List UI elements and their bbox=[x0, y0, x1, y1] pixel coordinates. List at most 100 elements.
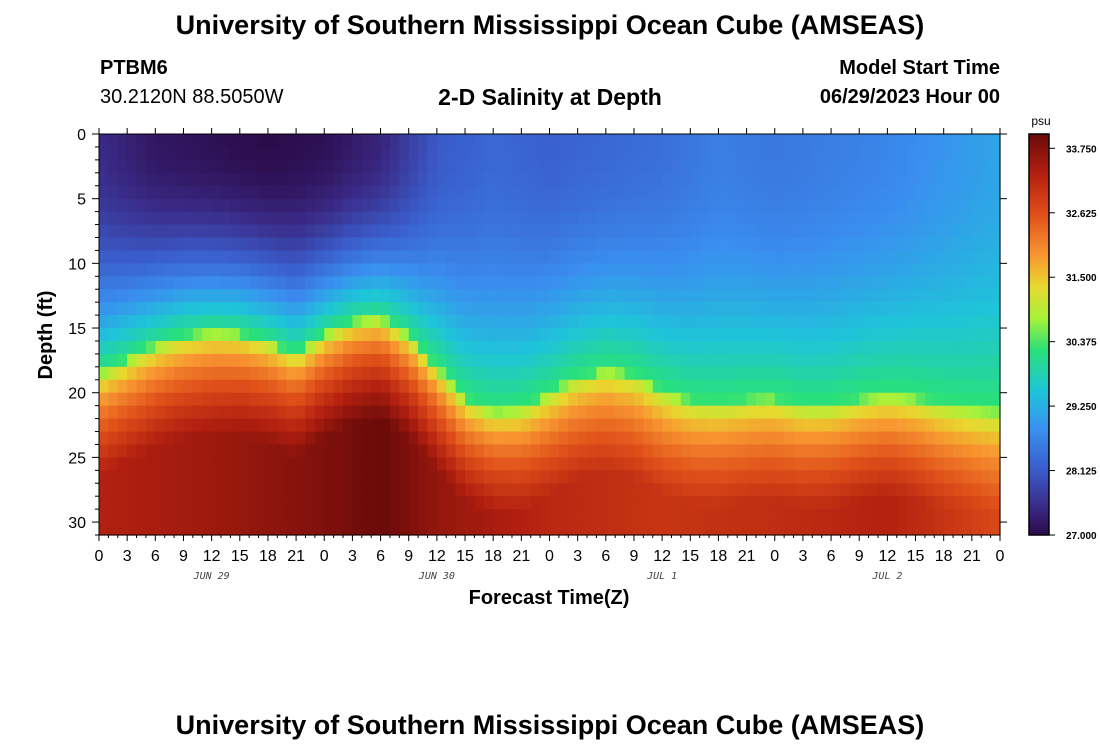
heatmap-cell bbox=[540, 366, 551, 381]
heatmap-cell bbox=[127, 431, 138, 446]
heatmap-cell bbox=[108, 431, 119, 446]
heatmap-cell bbox=[652, 444, 663, 458]
heatmap-cell bbox=[709, 146, 720, 161]
heatmap-cell bbox=[943, 366, 954, 381]
heatmap-cell bbox=[737, 237, 748, 252]
heatmap-cell bbox=[493, 431, 504, 446]
heatmap-cell bbox=[436, 276, 447, 290]
heatmap-cell bbox=[540, 392, 551, 407]
x-tick-label: 9 bbox=[179, 548, 188, 565]
heatmap-cell bbox=[868, 172, 879, 187]
heatmap-cell bbox=[784, 172, 795, 187]
heatmap-cell bbox=[877, 509, 888, 523]
heatmap-cell bbox=[521, 340, 532, 355]
colorbar: psu 27.00028.12529.25030.37531.50032.625… bbox=[1028, 114, 1097, 542]
x-tick-label: 9 bbox=[630, 548, 639, 565]
heatmap-cell bbox=[821, 276, 832, 290]
heatmap-cell bbox=[174, 366, 185, 381]
heatmap-cell bbox=[812, 509, 823, 523]
heatmap-cell bbox=[305, 172, 316, 187]
heatmap-cell bbox=[981, 522, 992, 536]
heatmap-cell bbox=[802, 134, 813, 148]
heatmap-cell bbox=[277, 509, 288, 523]
heatmap-cell bbox=[868, 431, 879, 446]
heatmap-cell bbox=[324, 211, 335, 226]
heatmap-cell bbox=[371, 237, 382, 252]
heatmap-cell bbox=[108, 392, 119, 407]
heatmap-cell bbox=[981, 392, 992, 407]
heatmap-cell bbox=[540, 198, 551, 213]
heatmap-cell bbox=[953, 185, 964, 200]
heatmap-cell bbox=[718, 263, 729, 277]
heatmap-cell bbox=[643, 315, 654, 329]
heatmap-cell bbox=[155, 431, 166, 446]
heatmap-cell bbox=[906, 315, 917, 329]
heatmap-cell bbox=[399, 211, 410, 226]
heatmap-cell bbox=[418, 457, 429, 471]
heatmap-cell bbox=[399, 431, 410, 446]
heatmap-cell bbox=[849, 250, 860, 264]
heatmap-cell bbox=[427, 134, 438, 148]
heatmap-cell bbox=[709, 418, 720, 433]
heatmap-cell bbox=[446, 509, 457, 523]
heatmap-cell bbox=[324, 263, 335, 277]
heatmap-cell bbox=[774, 418, 785, 433]
heatmap-cell bbox=[633, 198, 644, 213]
heatmap-cell bbox=[624, 134, 635, 148]
heatmap-cell bbox=[718, 483, 729, 497]
heatmap-cell bbox=[371, 483, 382, 497]
heatmap-cell bbox=[117, 444, 128, 458]
heatmap-cell bbox=[549, 366, 560, 381]
heatmap-cell bbox=[924, 418, 935, 433]
heatmap-cell bbox=[699, 457, 710, 471]
heatmap-cell bbox=[380, 159, 391, 174]
heatmap-cell bbox=[258, 134, 269, 148]
heatmap-cell bbox=[249, 418, 260, 433]
heatmap-cell bbox=[849, 289, 860, 303]
heatmap-cell bbox=[343, 366, 354, 381]
heatmap-cell bbox=[699, 263, 710, 277]
heatmap-cell bbox=[718, 315, 729, 329]
heatmap-cell bbox=[408, 470, 419, 484]
heatmap-cell bbox=[483, 159, 494, 174]
heatmap-cell bbox=[765, 315, 776, 329]
heatmap-cell bbox=[333, 470, 344, 484]
heatmap-cell bbox=[802, 431, 813, 446]
heatmap-cell bbox=[371, 159, 382, 174]
heatmap-cell bbox=[427, 509, 438, 523]
heatmap-cell bbox=[192, 263, 203, 277]
heatmap-cell bbox=[605, 392, 616, 407]
heatmap-cell bbox=[906, 185, 917, 200]
heatmap-cell bbox=[540, 353, 551, 368]
heatmap-cell bbox=[718, 522, 729, 536]
heatmap-cell bbox=[427, 405, 438, 420]
heatmap-cell bbox=[155, 237, 166, 252]
heatmap-cell bbox=[511, 328, 522, 342]
heatmap-cell bbox=[821, 159, 832, 174]
heatmap-cell bbox=[877, 328, 888, 342]
heatmap-cell bbox=[793, 250, 804, 264]
heatmap-cell bbox=[230, 431, 241, 446]
heatmap-cell bbox=[530, 276, 541, 290]
heatmap-cell bbox=[896, 444, 907, 458]
heatmap-cell bbox=[267, 509, 278, 523]
heatmap-cell bbox=[446, 522, 457, 536]
heatmap-cell bbox=[549, 328, 560, 342]
heatmap-cell bbox=[896, 134, 907, 148]
heatmap-cell bbox=[699, 431, 710, 446]
heatmap-cell bbox=[558, 172, 569, 187]
heatmap-cell bbox=[924, 483, 935, 497]
heatmap-cell bbox=[221, 302, 231, 316]
heatmap-cell bbox=[221, 146, 231, 161]
heatmap-cell bbox=[831, 328, 842, 342]
heatmap-cell bbox=[127, 198, 138, 213]
heatmap-cell bbox=[455, 457, 466, 471]
heatmap-cell bbox=[587, 224, 598, 239]
heatmap-cell bbox=[671, 496, 682, 510]
heatmap-cell bbox=[277, 263, 288, 277]
heatmap-cell bbox=[530, 289, 541, 303]
heatmap-cell bbox=[953, 418, 964, 433]
heatmap-cell bbox=[164, 431, 175, 446]
heatmap-cell bbox=[249, 457, 260, 471]
heatmap-cell bbox=[352, 328, 363, 342]
